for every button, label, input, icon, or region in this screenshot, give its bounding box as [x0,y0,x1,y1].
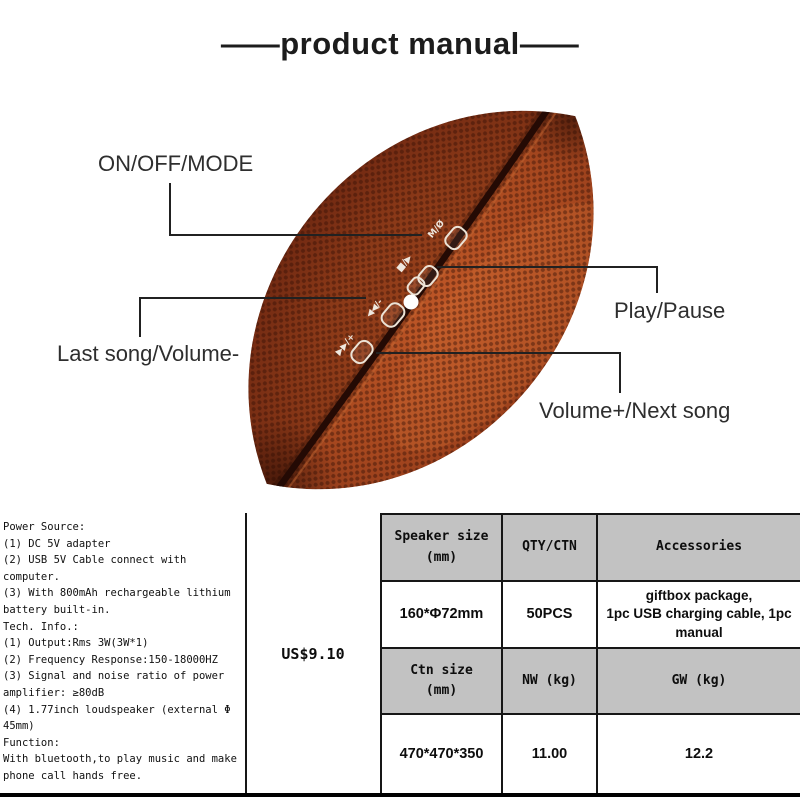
prev-callout-label: Last song/Volume- [57,341,240,366]
next-callout-line-vertical [619,352,621,393]
nw-value-cell: 11.00 [501,713,596,795]
spec-text: Power Source: (1) DC 5V adapter (2) USB … [3,521,237,782]
nw-header-cell: NW (kg) [501,647,596,713]
qty-ctn-header-cell: QTY/CTN [501,513,596,580]
next-callout-label: Volume+/Next song [539,398,731,423]
power-callout-line-vertical [169,183,171,236]
gw-value-cell: 12.2 [596,713,800,795]
volume-plus-button [350,339,374,365]
play-callout-label: Play/Pause [614,298,726,323]
qty-ctn-value-cell: 50PCS [501,580,596,647]
play-callout-line-vertical [656,266,658,293]
play-callout-line-horizontal [437,266,658,268]
power-mode-button [444,225,468,251]
ball-body [248,110,610,490]
price-cell: US$9.10 [281,645,345,663]
sheet-bottom-rule [0,793,800,797]
ctn-size-header-cell: Ctn size (mm) [380,647,501,713]
football-speaker-image: M/Ø ■/▶ ◀◀/- ▶▶/+ [180,55,619,512]
page-title-text: product manual [280,26,520,61]
ball-seam-highlight [278,110,558,502]
prev-callout-line-vertical [139,297,141,337]
accessories-value-cell: giftbox package, 1pc USB charging cable,… [596,580,800,647]
power-callout-label: ON/OFF/MODE [98,151,254,176]
gw-header-cell: GW (kg) [596,647,800,713]
title-dash-left: — [220,26,281,61]
power-callout-line-horizontal [169,234,422,236]
play-pause-button-secondary [406,276,426,296]
title-dash-right: — [519,26,580,61]
ctn-size-value-cell: 470*470*350 [380,713,501,795]
speaker-size-header-cell: Speaker size (mm) [380,513,501,580]
spec-divider-line [245,513,247,795]
speaker-size-value-cell: 160*Φ72mm [380,580,501,647]
page-title: —product manual— [0,26,800,62]
next-callout-line-horizontal [376,352,621,354]
volume-minus-button [380,302,406,328]
led-indicator [403,294,419,310]
prev-callout-line-horizontal [139,297,366,299]
accessories-header-cell: Accessories [596,513,800,580]
